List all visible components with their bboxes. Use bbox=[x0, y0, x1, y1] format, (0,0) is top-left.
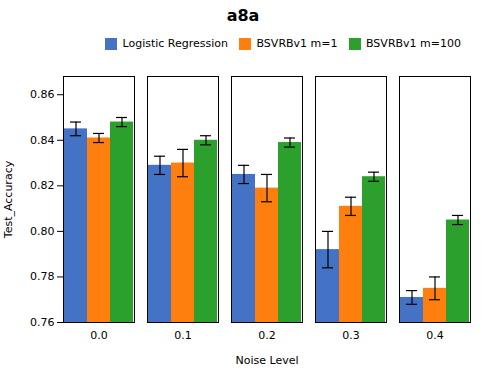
html-text:a8a: a8a bbox=[226, 6, 260, 25]
svg-text:0.78: 0.78 bbox=[30, 270, 55, 283]
svg-text:Test_Accuracy: Test_Accuracy bbox=[2, 160, 15, 239]
html-text:BSVRBv1 m=100: BSVRBv1 m=100 bbox=[366, 37, 461, 50]
svg-text:0.82: 0.82 bbox=[30, 179, 55, 192]
svg-text:0.0: 0.0 bbox=[90, 329, 108, 342]
svg-text:0.4: 0.4 bbox=[426, 329, 444, 342]
html-text:Logistic Regression: Logistic Regression bbox=[122, 37, 228, 50]
html-text:BSVRBv1 m=1: BSVRBv1 m=1 bbox=[256, 37, 338, 50]
svg-text:0.84: 0.84 bbox=[30, 133, 55, 146]
svg-text:0.80: 0.80 bbox=[30, 224, 55, 237]
svg-text:0.1: 0.1 bbox=[174, 329, 192, 342]
svg-text:Noise Level: Noise Level bbox=[235, 353, 298, 366]
svg-text:0.86: 0.86 bbox=[30, 88, 55, 101]
svg-text:0.2: 0.2 bbox=[258, 329, 276, 342]
svg-text:0.3: 0.3 bbox=[342, 329, 360, 342]
svg-text:0.76: 0.76 bbox=[30, 316, 55, 329]
